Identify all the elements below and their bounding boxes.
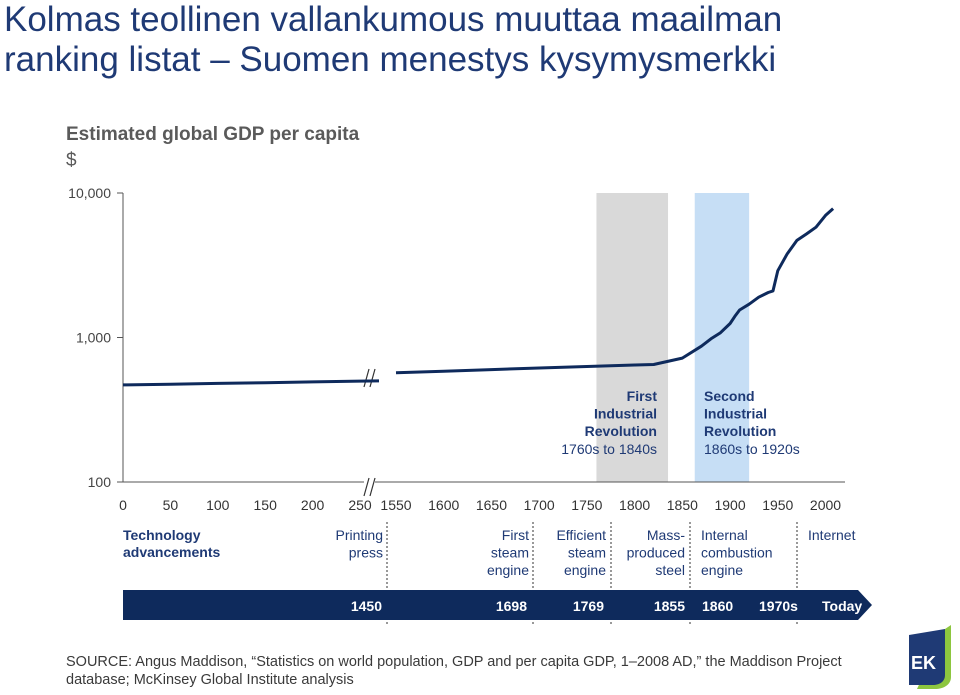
timeline-label: 1450 (351, 598, 382, 614)
advancement-label: press (349, 545, 383, 561)
chart-title: Estimated global GDP per capita (66, 124, 360, 145)
advancement-label: engine (564, 562, 606, 578)
advancement-label: steam (491, 545, 529, 561)
x-tick-label: 2000 (810, 497, 841, 513)
x-tick-label: 1550 (380, 497, 411, 513)
period-range-1: 1760s to 1840s (561, 441, 657, 457)
advancement-label: produced (627, 545, 685, 561)
advancements-header: Technology (123, 527, 201, 543)
axis-break-mark (363, 477, 376, 497)
advancement-label: engine (487, 562, 529, 578)
advancement-label: Internal (701, 527, 748, 543)
timeline-label: 1855 (654, 598, 685, 614)
advancement-label: engine (701, 562, 743, 578)
x-tick-label: 1750 (571, 497, 602, 513)
advancement-label: Printing (336, 527, 383, 543)
period-label-2: Revolution (704, 423, 776, 439)
x-tick-label: 1900 (714, 497, 745, 513)
slide-title-line-1: Kolmas teollinen vallankumous muuttaa ma… (4, 0, 783, 39)
advancement-label: combustion (701, 545, 773, 561)
period-label-1: First (627, 388, 658, 404)
x-tick-label: 1650 (476, 497, 507, 513)
source-note: SOURCE: Angus Maddison, “Statistics on w… (66, 653, 886, 689)
timeline-arrow (123, 590, 872, 620)
x-tick-label: 0 (119, 497, 127, 513)
source-line-1: SOURCE: Angus Maddison, “Statistics on w… (66, 654, 842, 670)
timeline-label: 1860 (702, 598, 733, 614)
slide-title: Kolmas teollinen vallankumous muuttaa ma… (4, 0, 954, 80)
advancement-label: steam (568, 545, 606, 561)
gdp-chart: 10,000 1,000 100 0 50 100 150 200 250 1550 1600 165… (68, 185, 872, 625)
x-tick-label: 50 (163, 497, 179, 513)
period-label-1: Industrial (594, 406, 657, 422)
y-tick-label: 10,000 (68, 185, 111, 201)
timeline-label: Today (822, 598, 862, 614)
x-tick-label: 250 (348, 497, 372, 513)
x-tick-label: 150 (254, 497, 278, 513)
advancement-label: Internet (808, 527, 856, 543)
x-tick-label: 1950 (762, 497, 793, 513)
y-axis-unit: $ (66, 150, 77, 171)
x-tick-label: 200 (301, 497, 325, 513)
x-tick-label: 100 (206, 497, 230, 513)
advancement-label: steel (655, 562, 685, 578)
shaded-band-1 (596, 193, 669, 482)
gdp-line-ancient (122, 379, 380, 387)
x-tick-label: 1800 (619, 497, 650, 513)
timeline-label: 1769 (573, 598, 604, 614)
y-tick-label: 100 (88, 474, 112, 490)
timeline-label: 1698 (496, 598, 527, 614)
logo-text: EK (911, 653, 936, 673)
x-tick-label: 1700 (524, 497, 555, 513)
advancement-label: Mass- (647, 527, 685, 543)
advancements-header: advancements (123, 544, 220, 560)
advancement-label: First (502, 527, 529, 543)
slide-title-line-2: ranking listat – Suomen menestys kysymys… (4, 40, 777, 79)
period-label-1: Revolution (585, 423, 657, 439)
x-tick-label: 1850 (667, 497, 698, 513)
x-tick-label: 1600 (428, 497, 459, 513)
period-range-2: 1860s to 1920s (704, 441, 800, 457)
period-label-2: Second (704, 388, 755, 404)
shaded-band-2 (694, 193, 750, 482)
y-tick-label: 1,000 (76, 330, 111, 346)
ek-logo: EK (905, 625, 955, 691)
advancement-label: Efficient (556, 527, 606, 543)
period-label-2: Industrial (704, 406, 767, 422)
axis-break-mark (363, 368, 376, 388)
timeline-label: 1970s (759, 598, 798, 614)
source-line-2: database; McKinsey Global Institute anal… (66, 672, 354, 688)
